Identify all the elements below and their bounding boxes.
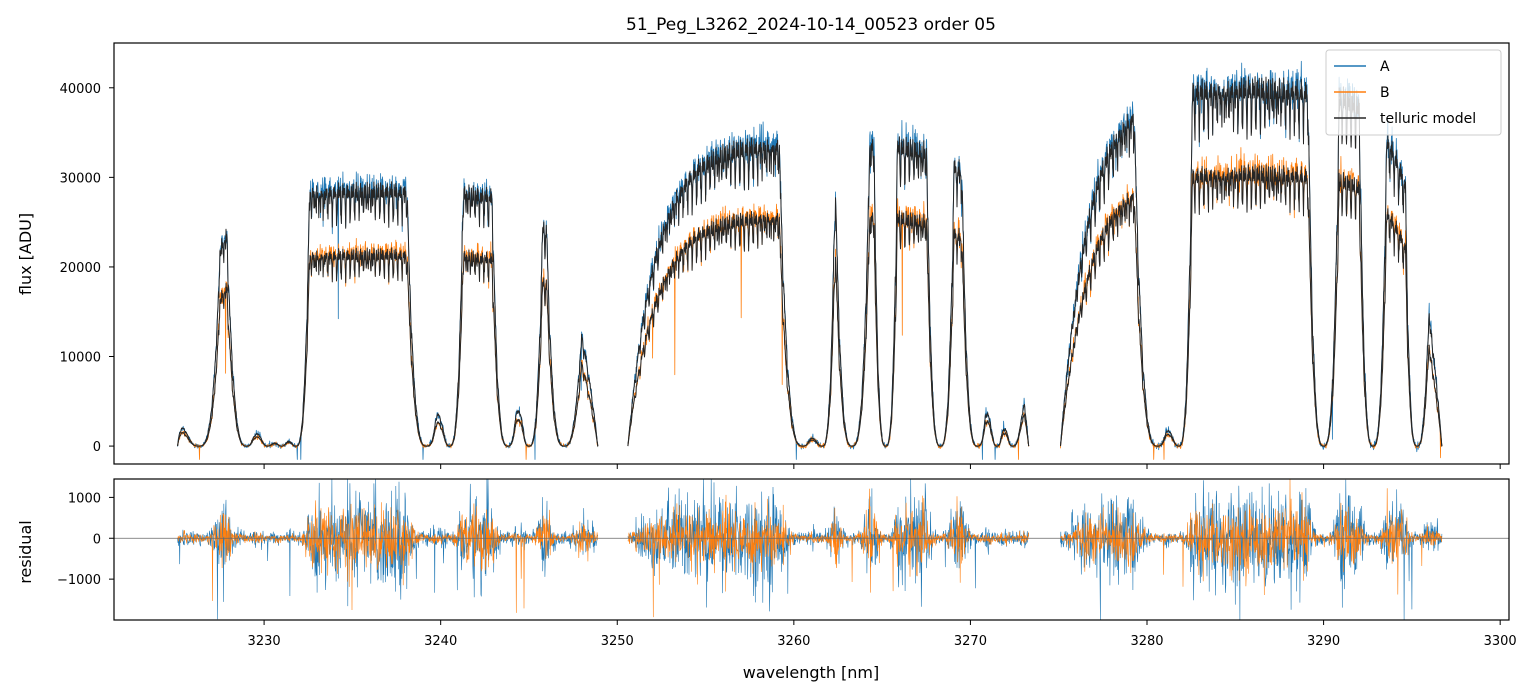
- flux-y-ticks: 0 10000 20000 30000 40000: [60, 82, 114, 455]
- residual-axes-frame: [113, 478, 1510, 621]
- flux-y-tick-label: 30000: [60, 171, 101, 186]
- flux-axes-frame: [113, 42, 1510, 465]
- legend: A B telluric model: [1325, 49, 1502, 136]
- flux-x-ticks: [263, 464, 1501, 469]
- flux-panel: 0 10000 20000 30000 40000 flux [ADU] A B tel…: [16, 42, 1510, 469]
- x-tick-label: 3270: [954, 634, 987, 649]
- flux-y-tick-label: 20000: [60, 261, 101, 276]
- residual-b-line-2: [1060, 479, 1443, 596]
- telluric-model-line-b-1: [627, 210, 1030, 447]
- telluric-model-line-b-2: [1060, 164, 1443, 447]
- x-tick-label: 3230: [248, 634, 281, 649]
- telluric-model-line-a-0: [177, 181, 599, 447]
- residual-b-line-1: [627, 488, 1029, 618]
- flux-y-tick-label: 40000: [60, 82, 101, 97]
- legend-label-a: A: [1380, 59, 1390, 75]
- x-tick-label: 3280: [1130, 634, 1163, 649]
- x-tick-label: 3260: [777, 634, 810, 649]
- residual-y-ticks: −1000 0 1000: [57, 491, 114, 588]
- flux-y-axis-label: flux [ADU]: [16, 213, 35, 295]
- series-a-line-0: [177, 171, 599, 460]
- residual-y-axis-label: residual: [16, 520, 35, 583]
- telluric-model-line-b-0: [177, 247, 599, 447]
- residual-series-group: [114, 479, 1509, 620]
- flux-y-tick-label: 10000: [60, 351, 101, 366]
- x-tick-label: 3250: [601, 634, 634, 649]
- legend-label-b: B: [1380, 85, 1390, 101]
- telluric-model-line-a-1: [627, 136, 1030, 447]
- residual-a-line-1: [627, 479, 1029, 612]
- flux-y-tick-label: 0: [93, 440, 101, 455]
- x-axis-label: wavelength [nm]: [743, 663, 880, 682]
- x-tick-label: 3240: [424, 634, 457, 649]
- legend-label-telluric: telluric model: [1380, 111, 1476, 127]
- flux-series-group: [177, 60, 1443, 460]
- chart-title: 51_Peg_L3262_2024-10-14_00523 order 05: [626, 15, 996, 35]
- x-tick-label: 3290: [1307, 634, 1340, 649]
- residual-y-tick-label: −1000: [57, 573, 101, 588]
- residual-y-tick-label: 1000: [68, 491, 101, 506]
- residual-y-tick-label: 0: [93, 532, 101, 547]
- residual-x-ticks: 3230 3240 3250 3260 3270 3280 3290 3300: [248, 620, 1517, 649]
- legend-box: [1325, 49, 1502, 136]
- residual-a-line-0: [177, 479, 599, 620]
- x-tick-label: 3300: [1484, 634, 1517, 649]
